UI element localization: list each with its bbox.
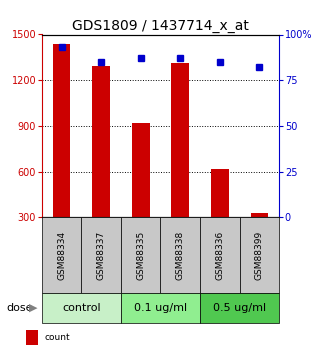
Bar: [53, 43, 70, 263]
Bar: [200, 293, 279, 323]
Bar: [121, 217, 160, 293]
Text: GSM88336: GSM88336: [215, 231, 224, 280]
Text: ▶: ▶: [30, 303, 38, 313]
Bar: [200, 217, 240, 293]
Bar: [160, 217, 200, 293]
Bar: [92, 67, 110, 263]
Text: GSM88399: GSM88399: [255, 231, 264, 280]
Bar: [132, 123, 150, 263]
Text: count: count: [45, 333, 70, 342]
Bar: [42, 217, 81, 293]
Text: dose: dose: [6, 303, 33, 313]
Title: GDS1809 / 1437714_x_at: GDS1809 / 1437714_x_at: [72, 19, 249, 33]
Text: control: control: [62, 303, 100, 313]
Bar: [121, 293, 200, 323]
Bar: [42, 293, 121, 323]
Text: 0.5 ug/ml: 0.5 ug/ml: [213, 303, 266, 313]
Bar: [81, 217, 121, 293]
Bar: [26, 330, 38, 345]
Text: GSM88337: GSM88337: [97, 231, 106, 280]
Text: 0.1 ug/ml: 0.1 ug/ml: [134, 303, 187, 313]
Text: GSM88334: GSM88334: [57, 231, 66, 280]
Bar: [211, 169, 229, 263]
Bar: [240, 217, 279, 293]
Bar: [251, 213, 268, 263]
Text: GSM88335: GSM88335: [136, 231, 145, 280]
Bar: [171, 63, 189, 263]
Text: GSM88338: GSM88338: [176, 231, 185, 280]
